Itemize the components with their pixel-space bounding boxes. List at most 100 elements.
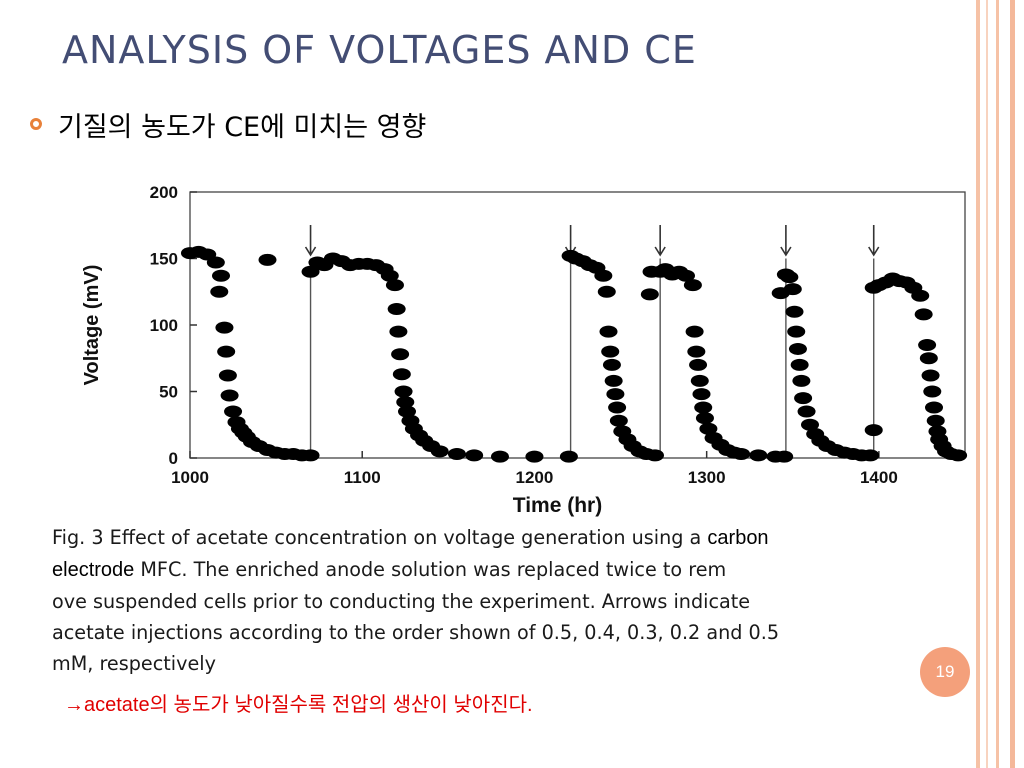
data-point xyxy=(864,424,883,437)
x-axis-label: Time (hr) xyxy=(513,494,602,517)
data-point xyxy=(732,448,751,461)
data-point xyxy=(206,256,225,269)
data-point xyxy=(210,285,229,298)
data-point xyxy=(608,401,627,414)
data-point xyxy=(389,325,408,338)
data-point xyxy=(447,448,466,461)
data-point xyxy=(926,414,945,427)
data-point xyxy=(646,449,664,462)
x-tick-label: 1200 xyxy=(516,468,554,487)
x-tick-label: 1300 xyxy=(688,468,726,487)
injection-arrow xyxy=(868,225,880,257)
data-point xyxy=(392,368,411,381)
data-point xyxy=(391,348,410,361)
data-point xyxy=(801,418,819,431)
data-point xyxy=(398,405,416,418)
data-point xyxy=(949,449,968,462)
y-tick-label: 150 xyxy=(150,250,178,269)
data-point xyxy=(787,325,806,338)
data-point xyxy=(861,449,880,462)
data-point xyxy=(797,405,816,418)
voltage-chart: 0 50 100 150 200 1000 1100 1200 1300 1400 Time (hr… xyxy=(60,176,976,520)
bullet-text: 기질의 농도가 CE에 미치는 영향 xyxy=(58,111,427,143)
data-point xyxy=(430,445,449,458)
slide-number-badge: 19 xyxy=(920,647,970,697)
data-point xyxy=(699,422,718,435)
caption-text: MFC. The enriched anode solution was rep… xyxy=(134,558,727,581)
data-point xyxy=(609,414,628,427)
data-point xyxy=(396,396,415,409)
data-point xyxy=(217,345,236,358)
slide-title: ANALYSIS OF VOLTAGES AND CE xyxy=(62,28,697,72)
data-point xyxy=(794,392,813,405)
data-point xyxy=(212,269,230,282)
data-point xyxy=(559,450,578,463)
data-point xyxy=(689,358,708,371)
caption-emphasis: electrode xyxy=(52,559,135,581)
data-point xyxy=(380,269,399,282)
bullet-item: 기질의 농도가 CE에 미치는 영향 xyxy=(30,106,427,143)
data-point xyxy=(594,269,613,282)
caption-text: Fig. 3 Effect of acetate concentration o… xyxy=(52,526,708,549)
decor-line xyxy=(996,0,999,768)
plot-frame xyxy=(189,191,966,459)
data-point xyxy=(677,269,695,282)
data-point xyxy=(687,345,706,358)
data-point xyxy=(771,287,790,300)
data-point xyxy=(258,253,277,266)
injection-arrow xyxy=(654,225,666,257)
data-point xyxy=(640,288,659,301)
data-point xyxy=(301,265,320,278)
figure-caption: Fig. 3 Effect of acetate concentration o… xyxy=(52,522,972,679)
data-point xyxy=(394,385,413,398)
data-point xyxy=(385,279,404,292)
data-point xyxy=(220,389,239,402)
caption-text: mM, respectively xyxy=(52,652,216,675)
conclusion-line: →acetate의 농도가 낮아질수록 전압의 생산이 낮아진다. xyxy=(64,688,533,717)
data-point xyxy=(491,450,509,463)
data-point xyxy=(694,401,713,414)
data-point xyxy=(921,369,940,382)
data-point xyxy=(692,388,711,401)
y-tick-label: 0 xyxy=(169,449,178,468)
data-point xyxy=(918,338,937,351)
data-point xyxy=(914,308,933,321)
data-point xyxy=(525,450,544,463)
data-point xyxy=(788,342,807,355)
data-point xyxy=(923,385,942,398)
data-point xyxy=(224,405,243,418)
y-axis-label: Voltage (mV) xyxy=(81,265,103,386)
data-point xyxy=(695,412,714,425)
data-point xyxy=(683,279,702,292)
data-point xyxy=(301,449,320,462)
data-point xyxy=(599,325,618,338)
data-point xyxy=(690,374,709,387)
data-point xyxy=(604,374,623,387)
conclusion-text: acetate의 농도가 낮아질수록 전압의 생산이 낮아진다. xyxy=(84,694,533,716)
y-tick-label: 100 xyxy=(150,316,178,335)
bullet-ring-icon xyxy=(30,118,42,130)
caption-emphasis: carbon xyxy=(707,527,769,549)
decor-line xyxy=(976,0,980,768)
caption-text: ove suspended cells prior to conducting … xyxy=(52,590,751,613)
data-point xyxy=(780,271,799,284)
x-tick-label: 1100 xyxy=(344,468,381,487)
data-point xyxy=(919,352,938,365)
data-point xyxy=(601,345,620,358)
arrow-right-icon: → xyxy=(64,694,84,716)
voltage-chart-svg: 0 50 100 150 200 1000 1100 1200 1300 1400 Time (hr… xyxy=(81,183,968,517)
decor-line xyxy=(1010,0,1015,768)
y-tick-label: 50 xyxy=(159,383,178,402)
data-point xyxy=(215,321,234,334)
data-point xyxy=(387,303,406,316)
data-point xyxy=(606,388,625,401)
y-tick-label: 200 xyxy=(150,183,178,202)
data-point xyxy=(465,449,484,462)
data-point xyxy=(602,358,621,371)
x-tick-label: 1000 xyxy=(171,468,209,487)
x-tick-label: 1400 xyxy=(860,468,898,487)
injection-arrow xyxy=(780,225,792,257)
data-point xyxy=(790,358,809,371)
data-point xyxy=(685,325,704,338)
data-point xyxy=(642,265,661,278)
